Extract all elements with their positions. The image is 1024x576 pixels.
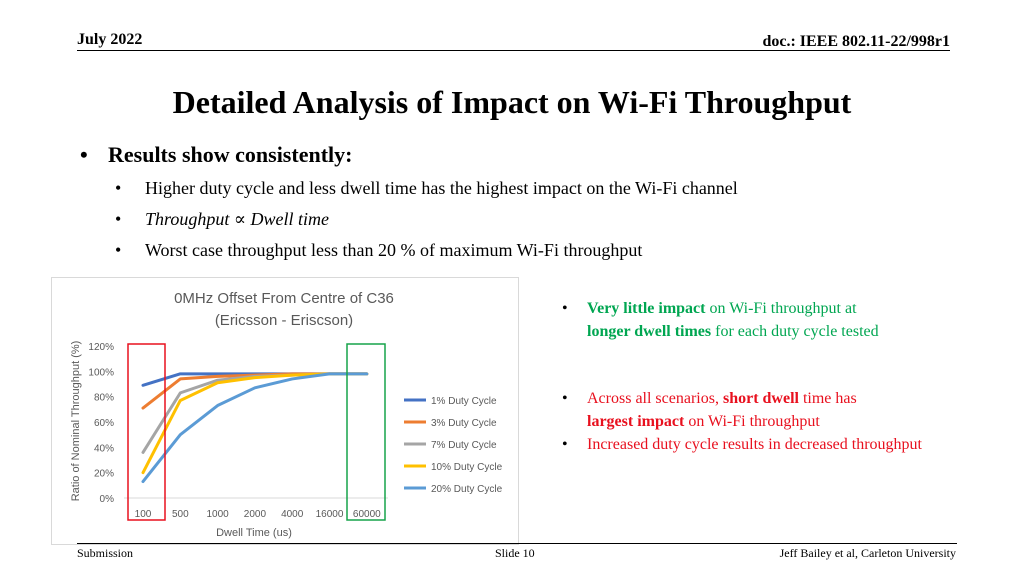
bullet-sub-3: • Worst case throughput less than 20 % of… <box>115 240 642 261</box>
legend-label: 7% Duty Cycle <box>431 440 497 451</box>
throughput-chart: 0MHz Offset From Centre of C36 (Ericsson… <box>70 290 503 539</box>
header-rule <box>77 50 950 51</box>
bullet-sub-2: • Throughput ∝ Dwell time <box>115 209 329 230</box>
x-tick-label: 1000 <box>206 509 229 520</box>
slide-title: Detailed Analysis of Impact on Wi-Fi Thr… <box>172 84 852 120</box>
series-line <box>141 372 369 484</box>
chart-title: 0MHz Offset From Centre of C36 <box>174 290 394 307</box>
highlight-long-dwell <box>346 343 386 521</box>
note-2-bold-a: short dwell <box>722 390 799 407</box>
bullet-dot: • <box>562 390 568 407</box>
bullet-sub-1-text: Higher duty cycle and less dwell time ha… <box>145 178 738 198</box>
note-1-text: Very little impact on Wi-Fi throughput a… <box>587 297 932 343</box>
bullet-dot: • <box>80 142 88 167</box>
note-2-plain-c: on Wi-Fi throughput <box>684 413 820 430</box>
legend-label: 3% Duty Cycle <box>431 418 497 429</box>
bullet-sub-1: • Higher duty cycle and less dwell time h… <box>115 178 738 199</box>
bullet-dot: • <box>115 240 122 260</box>
y-tick-label: 60% <box>94 418 114 429</box>
chart-container: 0MHz Offset From Centre of C36 (Ericsson… <box>52 278 518 544</box>
footer-rule <box>77 543 957 544</box>
y-tick-label: 0% <box>100 494 115 505</box>
y-tick-label: 20% <box>94 469 114 480</box>
footer-right: Jeff Bailey et al, Carleton University <box>779 546 956 560</box>
x-tick-label: 16000 <box>316 509 344 520</box>
note-2-plain-b: time has <box>798 390 857 407</box>
bullet-dot: • <box>562 436 568 453</box>
note-2-plain-a: Across all scenarios, <box>587 390 723 407</box>
highlight-short-dwell <box>127 343 166 521</box>
x-tick-label: 2000 <box>244 509 267 520</box>
bullet-dot: • <box>115 178 122 198</box>
footer-center: Slide 10 <box>495 546 535 560</box>
header-date: July 2022 <box>77 31 143 48</box>
chart-x-axis-label: Dwell Time (us) <box>216 527 292 539</box>
chart-plot-area: 0% 20% 40% 60% 80% 100% 120% 100 500 1000 2000 4000… <box>88 342 502 520</box>
note-1: • Very little impact on Wi-Fi throughput… <box>562 297 932 343</box>
bullet-dot: • <box>115 209 122 229</box>
y-tick-label: 120% <box>88 342 114 353</box>
chart-subtitle: (Ericsson - Eriscson) <box>215 312 353 329</box>
x-tick-label: 100 <box>135 509 152 520</box>
y-tick-label: 80% <box>94 393 114 404</box>
y-tick-label: 40% <box>94 443 114 454</box>
note-2-text: Across all scenarios, short dwell time h… <box>587 387 932 433</box>
bullet-main-text: Results show consistently: <box>108 142 353 167</box>
chart-y-axis-label: Ratio of Nominal Throughput (%) <box>70 341 82 502</box>
y-tick-label: 100% <box>88 367 114 378</box>
legend-label: 1% Duty Cycle <box>431 396 497 407</box>
header-doc-id: doc.: IEEE 802.11-22/998r1 <box>762 33 950 50</box>
x-tick-label: 4000 <box>281 509 304 520</box>
note-3: • Increased duty cycle results in decrea… <box>562 433 932 456</box>
x-tick-label: 500 <box>172 509 189 520</box>
bullet-dot: • <box>562 300 568 317</box>
legend-label: 20% Duty Cycle <box>431 484 503 495</box>
note-3-text: Increased duty cycle results in decrease… <box>587 436 922 453</box>
bullet-main: • Results show consistently: <box>80 142 352 168</box>
footer-left: Submission <box>77 546 134 560</box>
note-1-bold-a: Very little impact <box>587 300 706 317</box>
note-1-plain-a: on Wi-Fi throughput at <box>705 300 857 317</box>
x-tick-label: 60000 <box>353 509 381 520</box>
bullet-sub-3-text: Worst case throughput less than 20 % of … <box>145 240 643 260</box>
bullet-sub-2-text: Throughput ∝ Dwell time <box>145 209 330 229</box>
note-1-plain-b: for each duty cycle tested <box>711 323 879 340</box>
note-2-bold-b: largest impact <box>587 413 685 430</box>
note-2: • Across all scenarios, short dwell time… <box>562 387 932 433</box>
note-1-bold-b: longer dwell times <box>587 323 712 340</box>
legend-label: 10% Duty Cycle <box>431 462 503 473</box>
